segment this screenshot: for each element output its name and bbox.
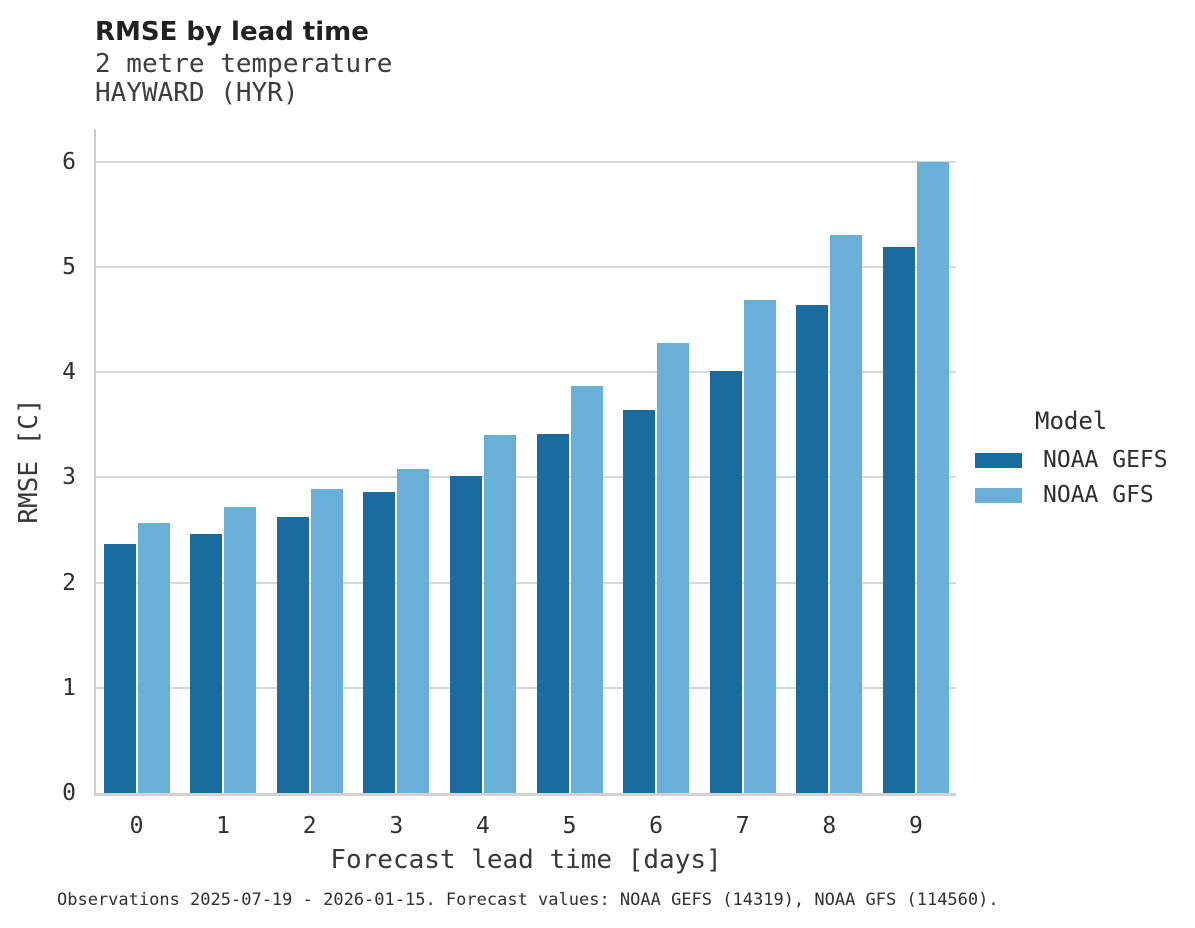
legend-item-noaa-gefs: NOAA GEFS — [975, 446, 1190, 474]
bar-noaa-gefs-lead-1 — [190, 534, 223, 793]
x-tick-label-5: 5 — [562, 813, 577, 839]
legend-swatch-noaa-gfs — [975, 487, 1022, 503]
x-tick-label-1: 1 — [216, 813, 231, 839]
bar-noaa-gefs-lead-6 — [623, 410, 656, 793]
chart-subtitle-station: HAYWARD (HYR) — [95, 78, 299, 108]
bar-noaa-gefs-lead-9 — [882, 247, 915, 793]
legend-items: NOAA GEFS NOAA GFS — [975, 446, 1190, 509]
bar-noaa-gefs-lead-0 — [103, 543, 136, 793]
legend-label-noaa-gefs: NOAA GEFS — [1043, 447, 1168, 473]
bar-noaa-gfs-lead-3 — [397, 468, 430, 793]
x-axis-title: Forecast lead time [days] — [330, 845, 722, 875]
gridline-y-1 — [96, 686, 956, 689]
bar-noaa-gfs-lead-0 — [137, 522, 170, 793]
chart-subtitle-variable: 2 metre temperature — [95, 49, 393, 79]
y-tick-label-0: 0 — [62, 780, 76, 806]
gridline-y-6 — [96, 160, 956, 163]
gridline-y-4 — [96, 371, 956, 374]
bar-noaa-gfs-lead-8 — [830, 235, 863, 793]
chart-title: RMSE by lead time — [95, 17, 369, 47]
y-tick-label-6: 6 — [62, 148, 76, 175]
bar-noaa-gefs-lead-2 — [276, 517, 309, 793]
x-tick-label-0: 0 — [129, 813, 144, 839]
gridline-y-2 — [96, 581, 956, 584]
legend: Model NOAA GEFS NOAA GFS — [975, 406, 1190, 509]
y-tick-label-4: 4 — [62, 359, 76, 386]
legend-label-noaa-gfs: NOAA GFS — [1043, 482, 1154, 508]
y-tick-label-5: 5 — [62, 254, 76, 280]
y-tick-label-2: 2 — [62, 569, 76, 596]
caption: Observations 2025-07-19 - 2026-01-15. Fo… — [57, 890, 999, 910]
y-tick-label-1: 1 — [62, 674, 76, 701]
x-tick-label-9: 9 — [908, 813, 923, 839]
x-tick-label-3: 3 — [389, 813, 404, 839]
x-tick-label-2: 2 — [302, 813, 317, 839]
bar-noaa-gefs-lead-7 — [709, 371, 742, 793]
legend-title: Model — [1035, 407, 1108, 435]
bar-noaa-gfs-lead-4 — [483, 435, 516, 793]
bar-noaa-gfs-lead-1 — [224, 506, 257, 793]
x-tick-label-8: 8 — [822, 813, 837, 839]
bar-noaa-gefs-lead-4 — [449, 476, 482, 793]
legend-swatch-noaa-gefs — [975, 452, 1022, 468]
gridline-y-3 — [96, 476, 956, 479]
y-tick-label-3: 3 — [62, 464, 76, 491]
plot-area — [94, 129, 956, 796]
x-tick-label-7: 7 — [735, 813, 750, 839]
x-tick-label-4: 4 — [475, 813, 490, 839]
bar-noaa-gfs-lead-9 — [916, 161, 949, 793]
y-axis-title: RMSE [C] — [14, 398, 44, 524]
bar-noaa-gefs-lead-5 — [536, 434, 569, 793]
gridline-y-5 — [96, 266, 956, 268]
bar-noaa-gfs-lead-2 — [310, 488, 343, 793]
bar-noaa-gfs-lead-5 — [570, 385, 603, 793]
bar-noaa-gfs-lead-7 — [743, 299, 776, 793]
legend-item-noaa-gfs: NOAA GFS — [975, 481, 1190, 509]
x-tick-label-6: 6 — [649, 813, 664, 839]
bar-noaa-gefs-lead-8 — [796, 304, 829, 793]
bar-noaa-gfs-lead-6 — [657, 342, 690, 793]
bar-noaa-gefs-lead-3 — [363, 492, 396, 793]
